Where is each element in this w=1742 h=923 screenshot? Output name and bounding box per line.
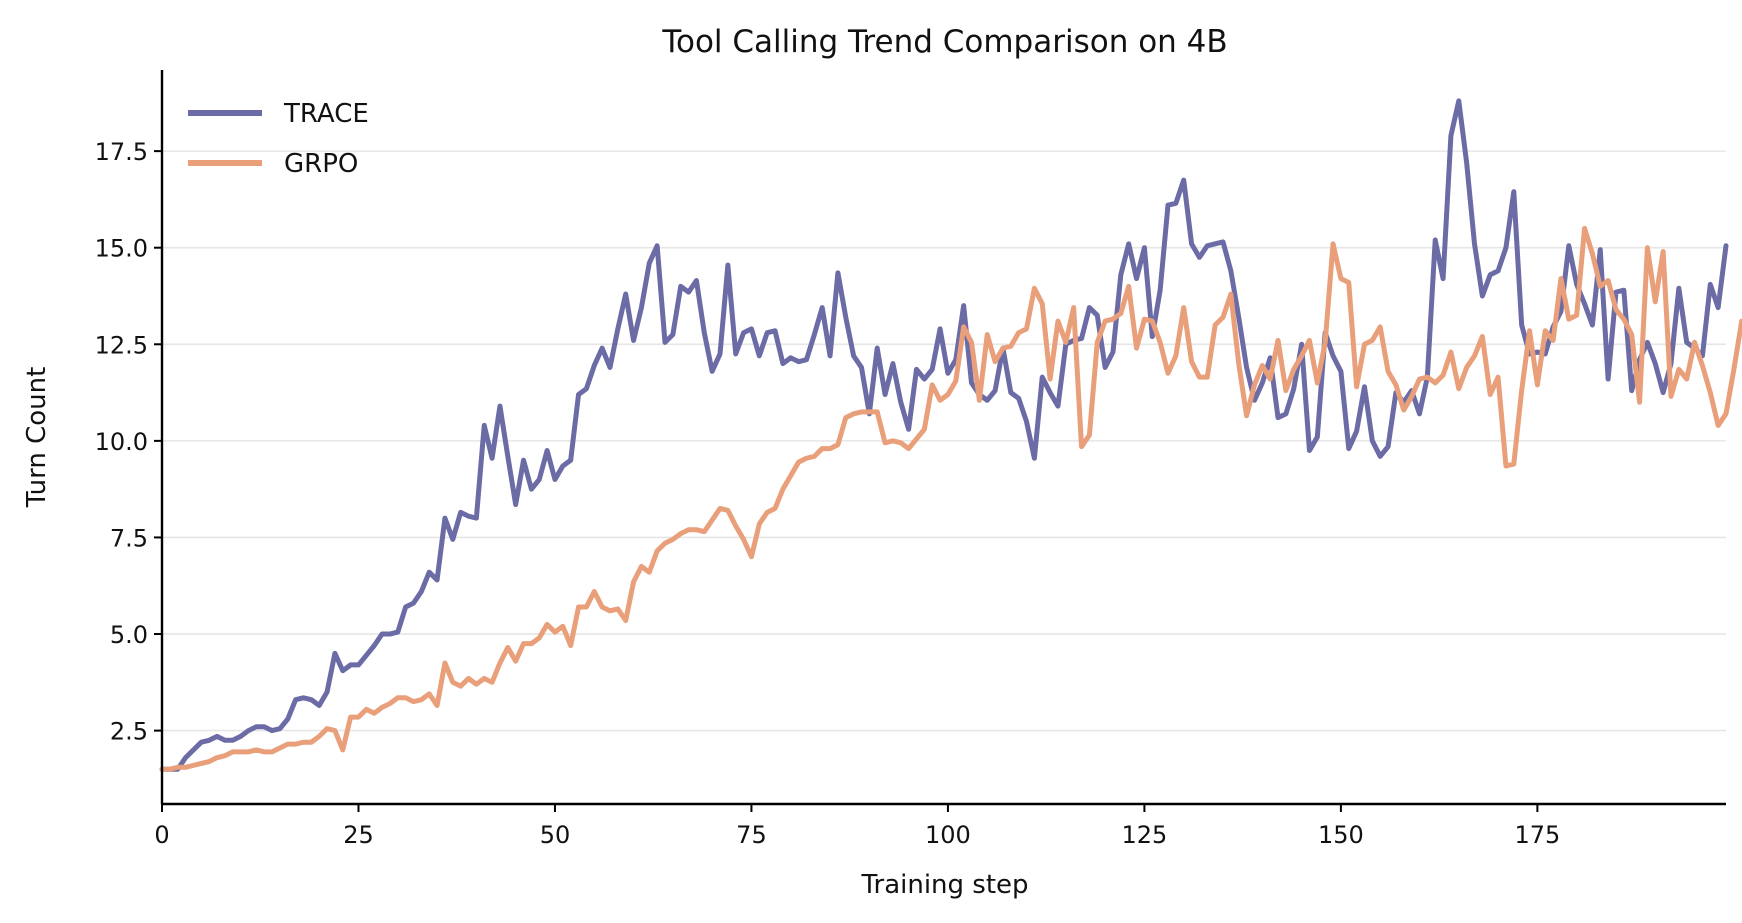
x-tick-label: 100 (925, 821, 971, 849)
y-tick-label: 2.5 (110, 718, 148, 746)
series-line-grpo (159, 225, 1742, 772)
x-tick-label: 175 (1514, 821, 1560, 849)
chart-title: Tool Calling Trend Comparison on 4B (661, 24, 1227, 60)
y-ticks: 2.5 5.0 7.5 10.0 12.5 15.0 17.5 (95, 138, 162, 746)
x-tick-label: 150 (1318, 821, 1364, 849)
legend-label-trace: TRACE (283, 99, 369, 129)
series-line-trace (159, 98, 1729, 772)
x-tick-label: 0 (154, 821, 169, 849)
x-tick-label: 75 (736, 821, 767, 849)
x-tick-label: 50 (540, 821, 571, 849)
y-tick-label: 12.5 (95, 331, 148, 359)
y-tick-label: 5.0 (110, 621, 148, 649)
gridlines (162, 150, 1726, 732)
legend: TRACE GRPO (188, 99, 369, 179)
series-lines (159, 98, 1742, 772)
legend-label-grpo: GRPO (284, 149, 358, 179)
y-tick-label: 15.0 (95, 235, 148, 263)
x-tick-label: 25 (343, 821, 374, 849)
x-tick-label: 125 (1122, 821, 1168, 849)
y-tick-label: 7.5 (110, 524, 148, 552)
y-axis-label: Turn Count (22, 367, 52, 509)
y-tick-label: 17.5 (95, 138, 148, 166)
x-ticks: 0 25 50 75 100 125 150 175 (154, 804, 1560, 849)
x-axis-label: Training step (860, 870, 1028, 900)
y-tick-label: 10.0 (95, 428, 148, 456)
